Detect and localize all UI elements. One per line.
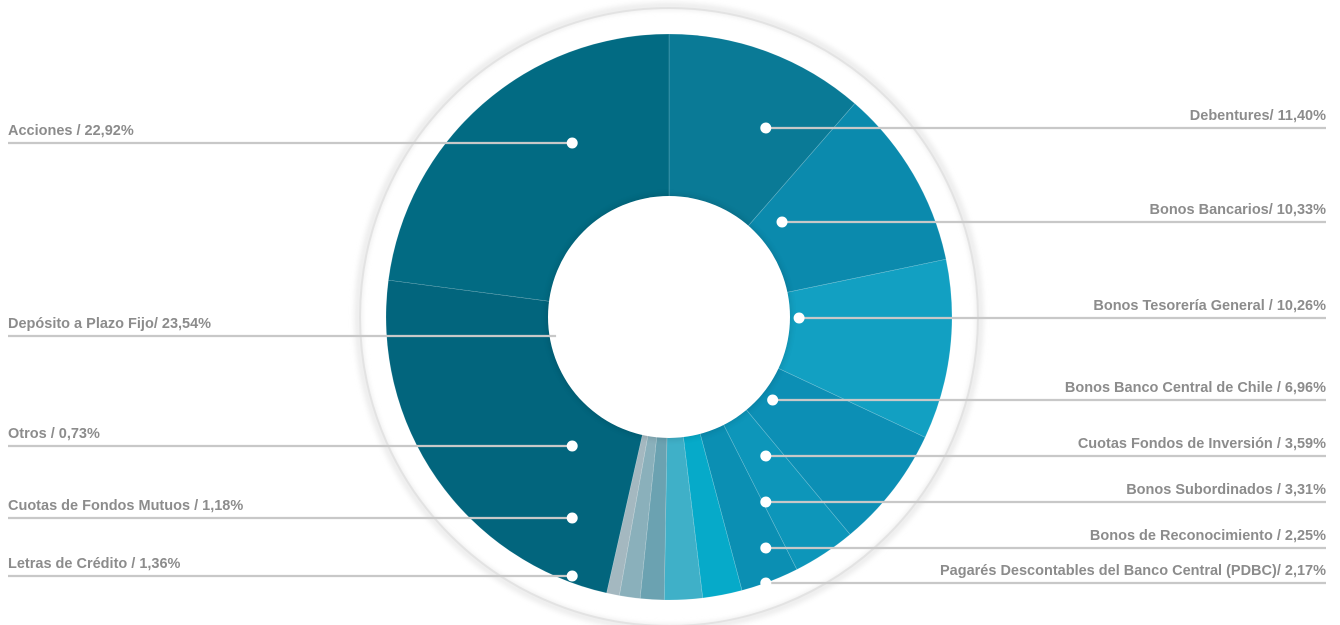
callout-dot [767,394,779,406]
callouts: Debentures/ 11,40% Bonos Bancarios/ 10,33… [8,108,1326,589]
label-pagares-descontables-del-banco-central-pdbc: Pagarés Descontables del Banco Central (… [940,563,1326,579]
callout-dot [556,330,568,342]
label-letras-de-credito: Letras de Crédito / 1,36% [8,556,181,572]
callout-dot [566,570,578,582]
label-debentures: Debentures/ 11,40% [1190,108,1326,124]
label-acciones: Acciones / 22,92% [8,123,134,139]
callout-letras-de-credito: Letras de Crédito / 1,36% [8,556,578,582]
label-otros: Otros / 0,73% [8,426,100,442]
callout-dot [566,440,578,452]
callout-dot [566,137,578,149]
callout-dot [776,216,788,228]
callout-dot [760,450,772,462]
callout-pagares-descontables-del-banco-central-pdbc: Pagarés Descontables del Banco Central (… [760,563,1326,589]
callout-dot [760,122,772,134]
label-cuotas-fondos-de-inversion: Cuotas Fondos de Inversión / 3,59% [1078,436,1326,452]
label-bonos-tesoreria-general: Bonos Tesorería General / 10,26% [1093,298,1326,314]
donut-hole [546,194,792,440]
callout-bonos-banco-central-de-chile: Bonos Banco Central de Chile / 6,96% [767,380,1326,406]
label-bonos-banco-central-de-chile: Bonos Banco Central de Chile / 6,96% [1065,380,1326,396]
callout-dot [760,542,772,554]
callout-bonos-tesoreria-general: Bonos Tesorería General / 10,26% [793,298,1326,324]
callout-bonos-subordinados: Bonos Subordinados / 3,31% [760,482,1326,508]
callout-bonos-de-reconocimiento: Bonos de Reconocimiento / 2,25% [760,528,1326,554]
label-bonos-subordinados: Bonos Subordinados / 3,31% [1126,482,1326,498]
callout-deposito-a-plazo-fijo: Depósito a Plazo Fijo/ 23,54% [8,316,568,342]
callout-bonos-bancarios: Bonos Bancarios/ 10,33% [776,202,1327,228]
donut-hole-fill [548,196,790,438]
callout-cuotas-de-fondos-mutuos: Cuotas de Fondos Mutuos / 1,18% [8,498,578,524]
callout-dot [760,496,772,508]
label-bonos-de-reconocimiento: Bonos de Reconocimiento / 2,25% [1090,528,1326,544]
callout-acciones: Acciones / 22,92% [8,123,578,149]
label-deposito-a-plazo-fijo: Depósito a Plazo Fijo/ 23,54% [8,316,211,332]
callout-otros: Otros / 0,73% [8,426,578,452]
callout-dot [793,312,805,324]
label-cuotas-de-fondos-mutuos: Cuotas de Fondos Mutuos / 1,18% [8,498,243,514]
label-bonos-bancarios: Bonos Bancarios/ 10,33% [1150,202,1327,218]
callout-dot [760,577,772,589]
callout-cuotas-fondos-de-inversion: Cuotas Fondos de Inversión / 3,59% [760,436,1326,462]
callout-dot [566,512,578,524]
callout-debentures: Debentures/ 11,40% [760,108,1326,134]
